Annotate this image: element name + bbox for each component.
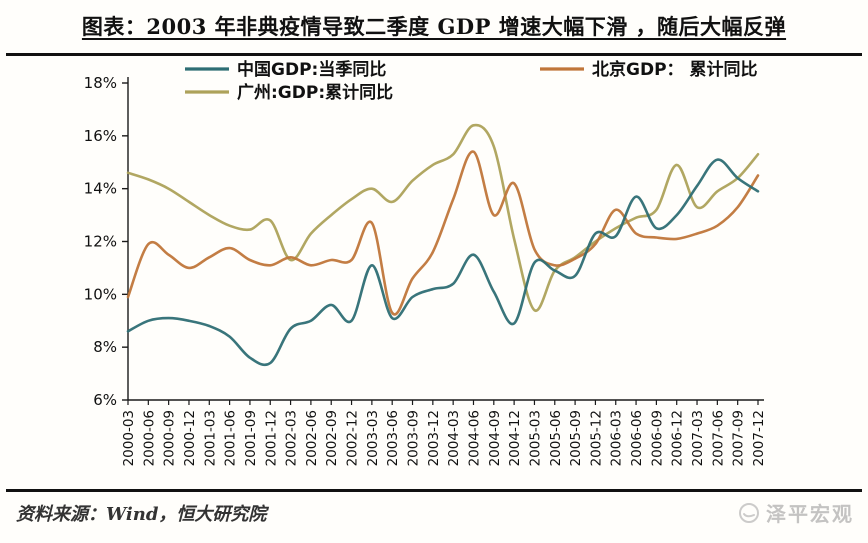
x-tick-label: 2003-06 <box>385 410 401 466</box>
x-tick-label: 2001-12 <box>263 410 279 466</box>
x-tick-label: 2002-09 <box>324 410 340 466</box>
x-tick-label: 2005-06 <box>548 410 564 466</box>
watermark-logo: 泽平宏观 <box>738 498 854 527</box>
title-divider <box>6 53 862 56</box>
x-tick-label: 2002-03 <box>284 410 300 466</box>
chart-title: 图表：2003 年非典疫情导致二季度 GDP 增速大幅下滑 ，随后大幅反弹 <box>81 14 787 39</box>
y-tick-label: 6% <box>93 391 117 409</box>
x-tick-label: 2004-03 <box>446 410 462 466</box>
x-tick-label: 2007-09 <box>731 410 747 466</box>
x-tick-label: 2001-09 <box>243 410 259 466</box>
x-tick-label: 2003-03 <box>365 410 381 466</box>
legend-label-0: 中国GDP:当季同比 <box>237 59 386 80</box>
x-tick-label: 2003-09 <box>406 410 422 466</box>
source-text: 资料来源：Wind，恒大研究院 <box>16 504 267 525</box>
x-tick-label: 2004-09 <box>487 410 503 466</box>
y-tick-label: 12% <box>84 233 117 251</box>
x-tick-label: 2006-06 <box>629 410 645 466</box>
x-tick-label: 2001-06 <box>223 410 239 466</box>
x-tick-label: 2005-12 <box>588 410 604 466</box>
x-tick-label: 2004-06 <box>466 410 482 466</box>
x-tick-label: 2006-09 <box>649 410 665 466</box>
series-line-1 <box>126 150 760 316</box>
x-tick-label: 2003-12 <box>426 410 442 466</box>
legend-label-1: 北京GDP： 累计同比 <box>592 59 757 80</box>
x-tick-label: 2006-03 <box>609 410 625 466</box>
x-tick-label: 2007-06 <box>710 410 726 466</box>
x-tick-label: 2007-03 <box>690 410 706 466</box>
y-tick-label: 14% <box>84 180 117 198</box>
x-tick-label: 2005-03 <box>527 410 543 466</box>
legend-label-2: 广州:GDP:累计同比 <box>237 82 393 103</box>
y-tick-label: 18% <box>84 74 117 92</box>
y-tick-label: 8% <box>93 338 117 356</box>
x-tick-label: 2004-12 <box>507 410 523 466</box>
title-row: 图表：2003 年非典疫情导致二季度 GDP 增速大幅下滑 ，随后大幅反弹 <box>0 0 868 41</box>
line-chart: 18% 16% 14% 12% 10% 8% 6%2000-03 2000-06 2000-09… <box>84 59 767 466</box>
x-tick-label: 2001-03 <box>202 410 218 466</box>
y-tick-label: 10% <box>84 285 117 303</box>
x-tick-label: 2000-03 <box>121 410 137 466</box>
footer: 资料来源：Wind，恒大研究院 泽平宏观 <box>0 496 868 542</box>
footer-divider <box>6 489 862 492</box>
chart-area: 18% 16% 14% 12% 10% 8% 6% 2000-03 2000-06 2000-09… <box>0 57 868 490</box>
x-tick-label: 2000-12 <box>182 410 198 466</box>
series-line-2 <box>126 123 760 312</box>
x-tick-label: 2007-12 <box>751 410 767 466</box>
x-tick-label: 2005-09 <box>568 410 584 466</box>
x-tick-label: 2006-12 <box>670 410 686 466</box>
watermark-text: 泽平宏观 <box>766 502 854 526</box>
x-tick-label: 2000-09 <box>162 410 178 466</box>
series-line-0 <box>126 158 760 367</box>
y-tick-label: 16% <box>84 127 117 145</box>
watermark-logo-icon <box>739 502 759 523</box>
x-tick-label: 2000-06 <box>141 410 157 466</box>
x-tick-label: 2002-06 <box>304 410 320 466</box>
x-tick-label: 2002-12 <box>345 410 361 466</box>
